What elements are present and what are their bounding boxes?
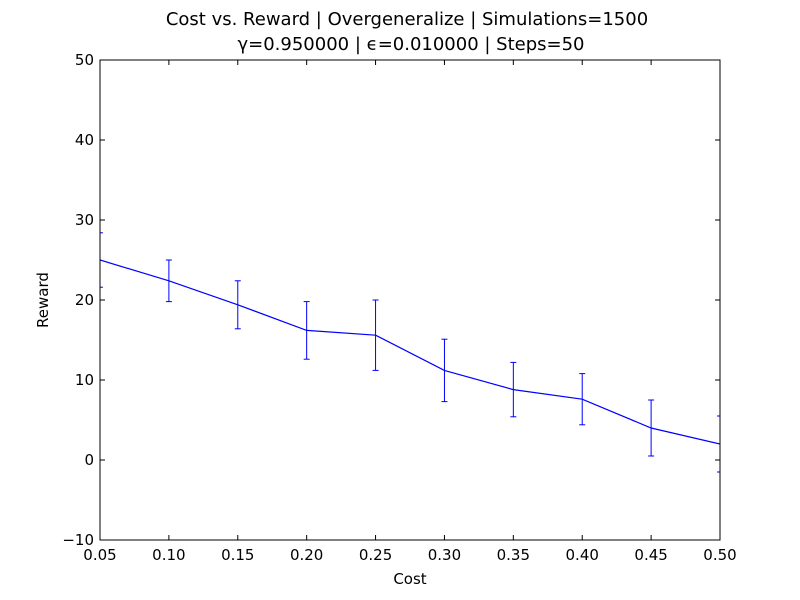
error-bar bbox=[717, 415, 720, 473]
x-tick-label: 0.45 bbox=[634, 546, 667, 564]
plot-area bbox=[100, 232, 720, 473]
x-tick-label: 0.20 bbox=[290, 546, 323, 564]
x-tick-label: 0.05 bbox=[83, 546, 116, 564]
x-tick-label: 0.40 bbox=[566, 546, 599, 564]
y-tick-label: 20 bbox=[75, 291, 94, 309]
y-tick-label: 10 bbox=[75, 371, 94, 389]
x-axis: 0.05 0.10 0.15 0.20 0.25 0.30 0.35 0.40 0.45 0.50 bbox=[83, 60, 737, 564]
y-tick-label: −10 bbox=[62, 531, 94, 549]
x-axis-label: Cost bbox=[393, 570, 426, 588]
y-tick-label: 0 bbox=[84, 451, 94, 469]
y-tick-label: 40 bbox=[75, 131, 94, 149]
series-line bbox=[100, 259, 720, 445]
x-tick-label: 0.15 bbox=[221, 546, 254, 564]
x-tick-label: 0.10 bbox=[152, 546, 185, 564]
error-bar bbox=[100, 232, 103, 288]
x-tick-label: 0.50 bbox=[703, 546, 736, 564]
chart-title: Cost vs. Reward | Overgeneralize | Simul… bbox=[166, 9, 648, 30]
x-tick-label: 0.25 bbox=[359, 546, 392, 564]
chart-subtitle: γ=0.950000 | ϵ=0.010000 | Steps=50 bbox=[237, 34, 584, 55]
x-tick-label: 0.35 bbox=[497, 546, 530, 564]
y-tick-label: 30 bbox=[75, 211, 94, 229]
x-tick-label: 0.30 bbox=[428, 546, 461, 564]
y-axis-label: Reward bbox=[34, 272, 52, 328]
plot-frame bbox=[99, 59, 721, 541]
y-axis: −10 0 10 20 30 40 50 bbox=[62, 51, 720, 549]
y-tick-label: 50 bbox=[75, 51, 94, 69]
